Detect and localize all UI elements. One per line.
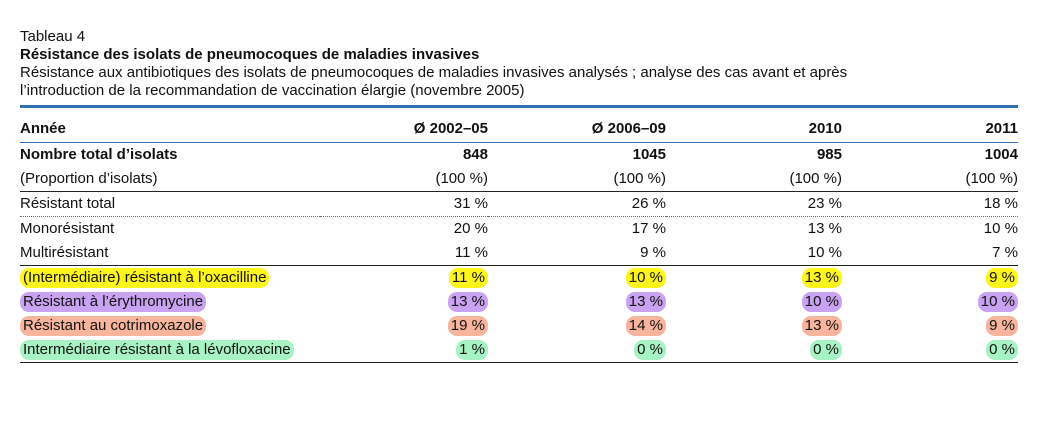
- header-2010: 2010: [666, 116, 842, 143]
- cell-value: (100 %): [320, 167, 488, 192]
- table-row-total-isolates: Nombre total d’isolats 848 1045 985 1004: [20, 143, 1018, 168]
- highlighted-value: 13 %: [447, 292, 488, 312]
- cell-value: 17 %: [631, 220, 666, 237]
- cell-value: (100 %): [666, 167, 842, 192]
- highlighted-label: Résistant au cotrimoxazole: [20, 316, 207, 336]
- header-2006-09: Ø 2006–09: [488, 116, 666, 143]
- highlighted-value: 10 %: [625, 268, 666, 288]
- table-row-multiresistant: Multirésistant 11 % 9 % 10 % 7 %: [20, 241, 1018, 266]
- table-row-oxacillin: (Intermédiaire) résistant à l’oxacilline…: [20, 266, 1018, 291]
- cell-value: 1045: [632, 146, 666, 163]
- table-row-levofloxacin: Intermédiaire résistant à la lévofloxaci…: [20, 338, 1018, 363]
- highlighted-value: 13 %: [801, 268, 842, 288]
- header-year: Année: [20, 116, 320, 143]
- row-label: Résistant total: [20, 191, 320, 217]
- highlighted-value: 9 %: [986, 268, 1018, 288]
- row-label: Nombre total d’isolats: [20, 146, 178, 163]
- row-label: (Proportion d’isolats): [20, 167, 320, 192]
- header-2011: 2011: [842, 116, 1018, 143]
- highlighted-value: 9 %: [986, 316, 1018, 336]
- document: Tableau 4 Résistance des isolats de pneu…: [20, 28, 1018, 363]
- highlighted-value: 0 %: [986, 340, 1018, 360]
- highlighted-value: 10 %: [977, 292, 1018, 312]
- table-row-monoresistant: Monorésistant 20 % 17 % 13 % 10 %: [20, 217, 1018, 242]
- cell-value: 10 %: [983, 220, 1018, 237]
- resistance-table: Année Ø 2002–05 Ø 2006–09 2010 2011 Nomb…: [20, 116, 1018, 363]
- header-row: Année Ø 2002–05 Ø 2006–09 2010 2011: [20, 116, 1018, 143]
- cell-value: 7 %: [842, 241, 1018, 266]
- cell-value: 13 %: [807, 220, 842, 237]
- cell-value: 20 %: [453, 220, 488, 237]
- header-2002-05: Ø 2002–05: [320, 116, 488, 143]
- row-label: Multirésistant: [20, 241, 320, 266]
- highlighted-value: 1 %: [456, 340, 488, 360]
- table-row-cotrimoxazole: Résistant au cotrimoxazole 19 % 14 % 13 …: [20, 314, 1018, 338]
- cell-value: 23 %: [666, 191, 842, 217]
- highlighted-value: 0 %: [634, 340, 666, 360]
- highlighted-label: Intermédiaire résistant à la lévofloxaci…: [20, 340, 294, 360]
- table-row-erythromycin: Résistant à l’érythromycine 13 % 13 % 10…: [20, 290, 1018, 314]
- highlighted-label: (Intermédiaire) résistant à l’oxacilline: [20, 268, 270, 288]
- top-rule: [20, 105, 1018, 108]
- table-subtitle-line-1: Résistance aux antibiotiques des isolats…: [20, 64, 848, 81]
- cell-value: 10 %: [666, 241, 842, 266]
- table-subtitle-line-2: l’introduction de la recommandation de v…: [20, 82, 525, 99]
- highlighted-value: 10 %: [801, 292, 842, 312]
- table-row-total-resistant: Résistant total 31 % 26 % 23 % 18 %: [20, 191, 1018, 217]
- cell-value: (100 %): [488, 167, 666, 192]
- highlighted-value: 19 %: [447, 316, 488, 336]
- table-row-proportion: (Proportion d’isolats) (100 %) (100 %) (…: [20, 167, 1018, 192]
- highlighted-label: Résistant à l’érythromycine: [20, 292, 207, 312]
- cell-value: (100 %): [842, 167, 1018, 192]
- highlighted-value: 13 %: [801, 316, 842, 336]
- cell-value: 26 %: [488, 191, 666, 217]
- cell-value: 18 %: [842, 191, 1018, 217]
- highlighted-value: 0 %: [810, 340, 842, 360]
- cell-value: 11 %: [320, 241, 488, 266]
- table-title: Résistance des isolats de pneumocoques d…: [20, 46, 480, 63]
- cell-value: 9 %: [488, 241, 666, 266]
- cell-value: 1004: [984, 146, 1018, 163]
- table-label: Tableau 4: [20, 28, 86, 45]
- highlighted-value: 14 %: [625, 316, 666, 336]
- highlighted-value: 11 %: [448, 268, 488, 288]
- cell-value: 31 %: [320, 191, 488, 217]
- cell-value: 985: [816, 146, 842, 163]
- highlighted-value: 13 %: [625, 292, 666, 312]
- cell-value: 848: [462, 146, 488, 163]
- row-label: Monorésistant: [20, 220, 115, 237]
